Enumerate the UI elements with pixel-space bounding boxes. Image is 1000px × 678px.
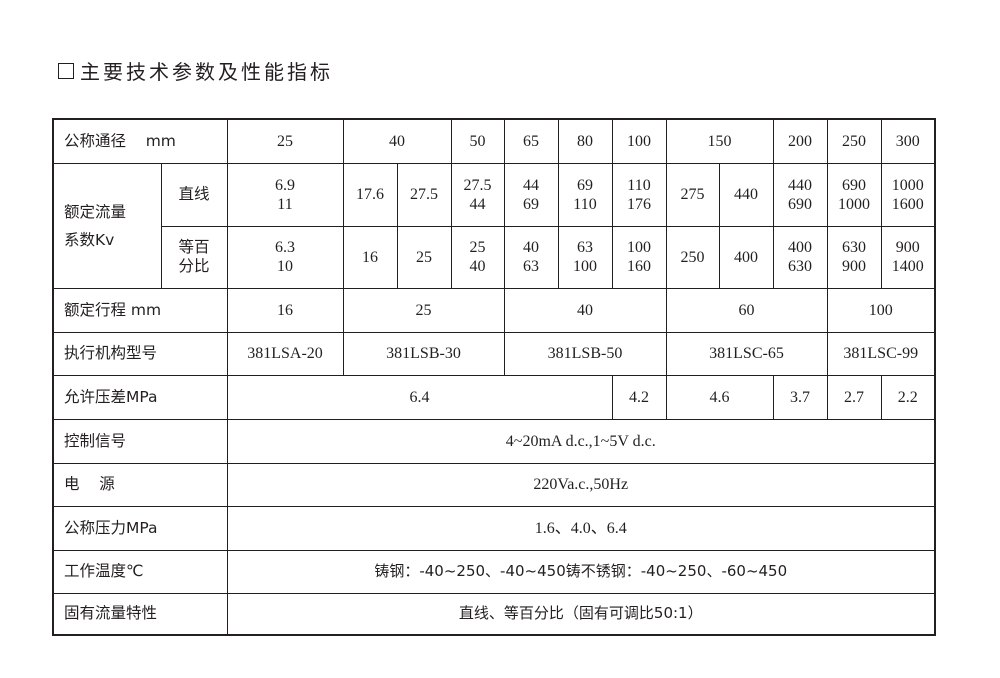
spec-table: 公称通径 mm 25 40 50 65 80 100 150 200 250 3… xyxy=(52,118,936,636)
cell: 400 xyxy=(718,225,774,289)
cell: 3.7 xyxy=(772,374,828,420)
cell: 60 xyxy=(665,287,828,333)
row-pressure-diff: 允许压差MPa 6.4 4.2 4.6 3.7 2.7 2.2 xyxy=(52,374,936,420)
row-nominal-pressure: 公称压力MPa 1.6、4.0、6.4 xyxy=(52,505,936,551)
cell: 2.2 xyxy=(880,374,936,420)
row-flow-linear: 额定流量 系数Kv 直线 6.9 11 17.6 27.5 27.5 44 44… xyxy=(52,162,936,289)
cell: 200 xyxy=(772,118,828,164)
sub-label: 直线 xyxy=(160,162,228,227)
cell: 80 xyxy=(557,118,613,164)
cell: 1.6、4.0、6.4 xyxy=(226,505,936,551)
cell: 16 xyxy=(342,225,398,289)
cell: 6.4 xyxy=(226,374,613,420)
cell: 40 xyxy=(503,287,667,333)
row-label: 额定流量 系数Kv xyxy=(52,162,162,289)
cell: 69 110 xyxy=(557,162,613,227)
cell: 100 xyxy=(826,287,936,333)
row-label: 公称通径 mm xyxy=(52,118,228,164)
cell: 100 xyxy=(611,118,667,164)
cell: 275 xyxy=(665,162,720,227)
row-label: 电 源 xyxy=(52,462,228,507)
row-label: 公称压力MPa xyxy=(52,505,228,551)
row-flow-equal: 等百 分比 6.3 10 16 25 25 40 40 63 63 100 10… xyxy=(53,225,936,289)
cell: 40 63 xyxy=(503,225,559,289)
cell: 27.5 44 xyxy=(450,162,505,227)
cell: 16 xyxy=(226,287,344,333)
row-label: 允许压差MPa xyxy=(52,374,228,420)
cell: 150 xyxy=(665,118,774,164)
row-temperature: 工作温度℃ 铸钢：-40~250、-40~450铸不锈钢：-40~250、-60… xyxy=(52,549,936,594)
cell: 381LSA-20 xyxy=(226,331,344,376)
cell: 381LSB-30 xyxy=(342,331,505,376)
row-label: 额定行程 mm xyxy=(52,287,228,333)
row-power: 电 源 220Va.c.,50Hz xyxy=(52,462,936,507)
cell: 220Va.c.,50Hz xyxy=(226,462,936,507)
row-nominal-size: 公称通径 mm 25 40 50 65 80 100 150 200 250 3… xyxy=(52,118,936,164)
row-actuator: 执行机构型号 381LSA-20 381LSB-30 381LSB-50 381… xyxy=(52,331,936,376)
cell: 6.9 11 xyxy=(226,162,344,227)
cell: 440 xyxy=(718,162,774,227)
cell: 25 xyxy=(342,287,505,333)
cell: 6.3 10 xyxy=(226,225,344,289)
row-stroke: 额定行程 mm 16 25 40 60 100 xyxy=(52,287,936,333)
cell: 100 160 xyxy=(611,225,667,289)
row-signal: 控制信号 4~20mA d.c.,1~5V d.c. xyxy=(52,418,936,464)
row-label: 工作温度℃ xyxy=(52,549,228,594)
cell: 300 xyxy=(880,118,936,164)
cell: 381LSC-65 xyxy=(665,331,828,376)
row-label: 控制信号 xyxy=(52,418,228,464)
cell: 4.6 xyxy=(665,374,774,420)
cell: 690 1000 xyxy=(826,162,882,227)
cell: 25 xyxy=(396,225,452,289)
sub-label: 等百 分比 xyxy=(160,225,228,289)
row-label: 执行机构型号 xyxy=(52,331,228,376)
cell: 27.5 xyxy=(396,162,452,227)
cell: 4.2 xyxy=(611,374,667,420)
section-title: 主要技术参数及性能指标 xyxy=(58,56,333,85)
cell: 63 100 xyxy=(557,225,613,289)
cell: 381LSC-99 xyxy=(826,331,936,376)
cell: 900 1400 xyxy=(880,225,936,289)
cell: 65 xyxy=(503,118,559,164)
cell: 25 40 xyxy=(450,225,505,289)
section-title-text: 主要技术参数及性能指标 xyxy=(80,60,333,84)
cell: 440 690 xyxy=(772,162,828,227)
square-bullet-icon xyxy=(58,62,74,79)
cell: 400 630 xyxy=(772,225,828,289)
cell: 4~20mA d.c.,1~5V d.c. xyxy=(226,418,936,464)
cell: 381LSB-50 xyxy=(503,331,667,376)
cell: 250 xyxy=(665,225,720,289)
cell: 2.7 xyxy=(826,374,882,420)
cell: 44 69 xyxy=(503,162,559,227)
row-characteristic: 固有流量特性 直线、等百分比（固有可调比50:1） xyxy=(52,592,936,636)
cell: 630 900 xyxy=(826,225,882,289)
cell: 直线、等百分比（固有可调比50:1） xyxy=(226,592,936,636)
row-label: 固有流量特性 xyxy=(52,592,228,636)
cell: 50 xyxy=(450,118,505,164)
cell: 25 xyxy=(226,118,344,164)
cell: 110 176 xyxy=(611,162,667,227)
cell: 1000 1600 xyxy=(880,162,936,227)
cell: 铸钢：-40~250、-40~450铸不锈钢：-40~250、-60~450 xyxy=(226,549,936,594)
cell: 250 xyxy=(826,118,882,164)
cell: 40 xyxy=(342,118,452,164)
cell: 17.6 xyxy=(342,162,398,227)
